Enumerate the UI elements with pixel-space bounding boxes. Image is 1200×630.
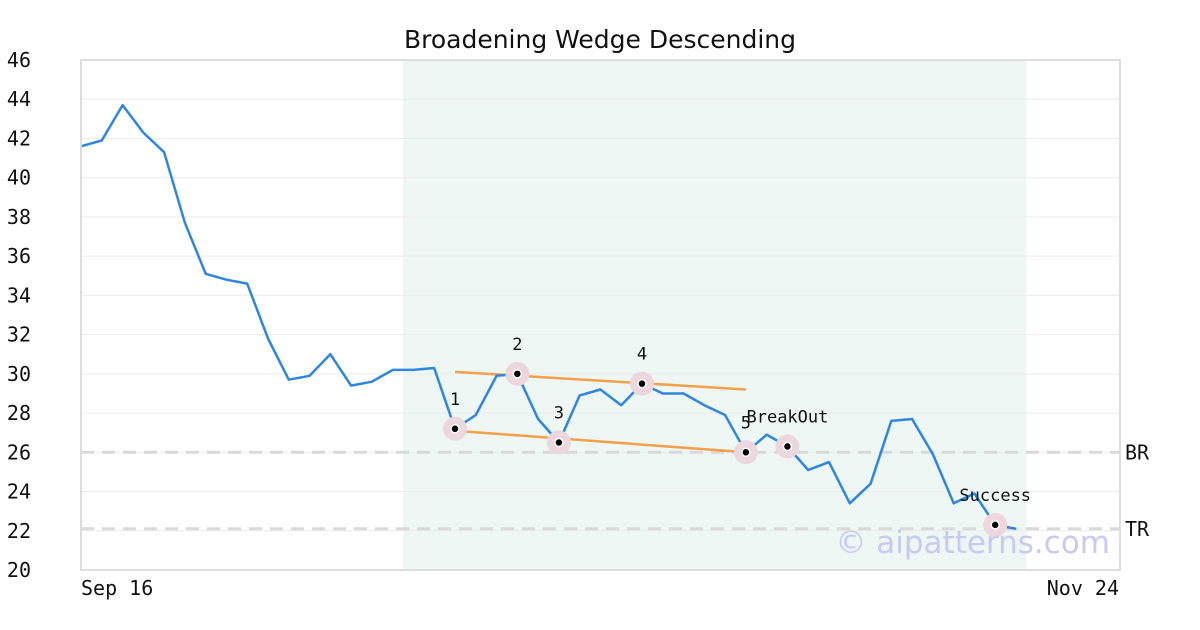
pivot-label-4: 4: [637, 345, 647, 365]
price-line: [80, 103, 1017, 531]
y-tick-label: 38: [7, 205, 31, 229]
wedge-trendline-lower: [454, 429, 746, 454]
y-tick-label: 32: [7, 323, 31, 347]
markers-layer: [443, 361, 1008, 537]
y-tick-label: 34: [7, 283, 31, 307]
pivot-marker-5-dot: [741, 447, 751, 458]
pivot-marker-1-dot: [450, 424, 460, 434]
pivot-label-5: 5: [741, 413, 751, 433]
breakout-label: BreakOut: [746, 407, 828, 427]
y-tick-label: 46: [7, 48, 31, 72]
pattern-highlight-region: [403, 60, 1027, 570]
y-tick-label: 42: [7, 126, 31, 150]
pivot-label-1: 1: [450, 390, 460, 410]
pivot-label-3: 3: [554, 404, 564, 424]
breakout-marker-dot: [782, 441, 793, 452]
x-tick-label-start: Sep 16: [81, 576, 153, 600]
series-layer: [80, 103, 1017, 531]
plot-frame: [80, 59, 1121, 571]
y-tick-label: 20: [7, 558, 31, 582]
labels-layer: 2022242628303234363840424446BRTR12345Bre…: [7, 48, 1150, 582]
chart-title: Broadening Wedge Descending: [404, 25, 796, 54]
y-tick-label: 44: [7, 87, 31, 111]
y-tick-label: 30: [7, 362, 31, 386]
chart-background-layer: [403, 60, 1027, 570]
y-tick-label: 26: [7, 440, 31, 464]
pivot-marker-4-dot: [637, 378, 647, 389]
success-label: Success: [959, 486, 1031, 506]
reference-label-tr: TR: [1125, 517, 1150, 541]
success-marker-dot: [990, 520, 1000, 530]
y-tick-label: 24: [7, 480, 31, 504]
x-tick-label-end: Nov 24: [1047, 576, 1119, 600]
reference-label-br: BR: [1125, 440, 1150, 464]
pivot-marker-2-dot: [512, 369, 523, 379]
pivot-label-2: 2: [512, 335, 522, 355]
y-tick-label: 28: [7, 401, 31, 425]
watermark: © aipatterns.com: [835, 525, 1110, 561]
reference-lines-layer: [81, 450, 1120, 531]
y-tick-label: 36: [7, 244, 31, 268]
frame-layer: [80, 59, 1121, 571]
y-tick-label: 22: [7, 519, 31, 543]
y-tick-label: 40: [7, 166, 31, 190]
pivot-marker-3-dot: [554, 437, 564, 448]
